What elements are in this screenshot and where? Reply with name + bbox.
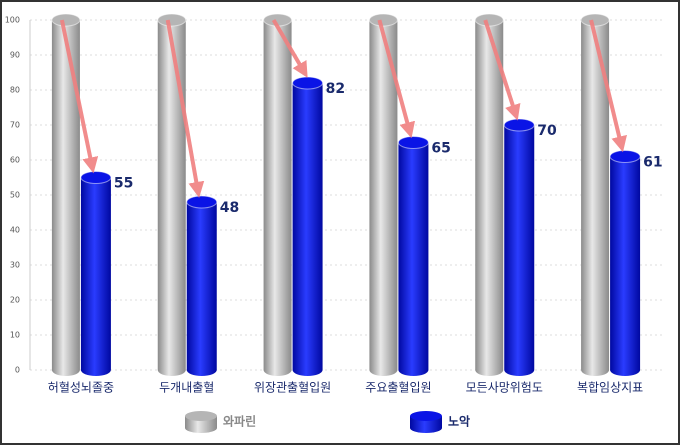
bar-top <box>186 195 218 209</box>
bar <box>581 20 610 376</box>
value-label: 70 <box>537 123 557 139</box>
x-tick-label: 두개내출혈 <box>159 381 214 395</box>
value-label: 55 <box>114 176 133 192</box>
bar <box>157 20 186 376</box>
bar-top <box>157 13 187 27</box>
y-tick-label: 100 <box>5 16 20 25</box>
bar <box>80 177 111 376</box>
x-tick-label: 주요출혈입원 <box>365 381 431 395</box>
bar-top <box>51 13 81 27</box>
bar-top <box>397 136 429 149</box>
x-tick-label: 위장관출혈입원 <box>254 381 331 395</box>
legend-swatch-top <box>185 411 217 421</box>
y-tick-label: 0 <box>15 366 20 375</box>
bar <box>186 202 217 376</box>
bar <box>504 125 535 376</box>
arrow <box>59 19 99 174</box>
bar <box>610 156 641 376</box>
bar-top <box>474 13 504 27</box>
legend-label: 와파린 <box>223 414 256 429</box>
bar-top <box>368 13 398 27</box>
bar-top <box>80 171 112 184</box>
y-tick-label: 20 <box>10 296 20 305</box>
y-tick-label: 30 <box>10 261 20 270</box>
value-label: 61 <box>643 155 662 171</box>
bar-top <box>580 13 610 27</box>
bar <box>398 142 429 376</box>
bar <box>51 20 80 376</box>
y-tick-label: 80 <box>10 86 20 95</box>
bar-top <box>503 118 535 132</box>
arrow <box>483 19 521 121</box>
x-tick-label: 허혈성뇌졸중 <box>48 381 114 395</box>
bar <box>292 83 323 376</box>
y-tick-label: 50 <box>10 191 20 200</box>
value-label: 48 <box>220 200 239 216</box>
y-tick-label: 70 <box>10 121 20 130</box>
y-tick-label: 90 <box>10 51 20 60</box>
x-tick-label: 모든사망위험도 <box>466 381 543 395</box>
bar <box>475 20 504 376</box>
arrow <box>589 19 627 153</box>
bar <box>369 20 398 376</box>
bar-top <box>609 150 641 163</box>
arrow <box>165 19 205 198</box>
y-tick-label: 60 <box>10 156 20 165</box>
arrow <box>377 19 416 139</box>
y-tick-label: 10 <box>10 331 20 340</box>
value-label: 65 <box>431 141 450 157</box>
y-tick-label: 40 <box>10 226 20 235</box>
x-tick-label: 복합임상지표 <box>577 381 643 395</box>
arrow <box>271 18 308 78</box>
bar-top <box>292 76 324 90</box>
legend-swatch-top <box>410 411 442 421</box>
legend-label: 노악 <box>448 415 470 429</box>
bar <box>263 20 292 376</box>
value-label: 82 <box>326 81 345 97</box>
